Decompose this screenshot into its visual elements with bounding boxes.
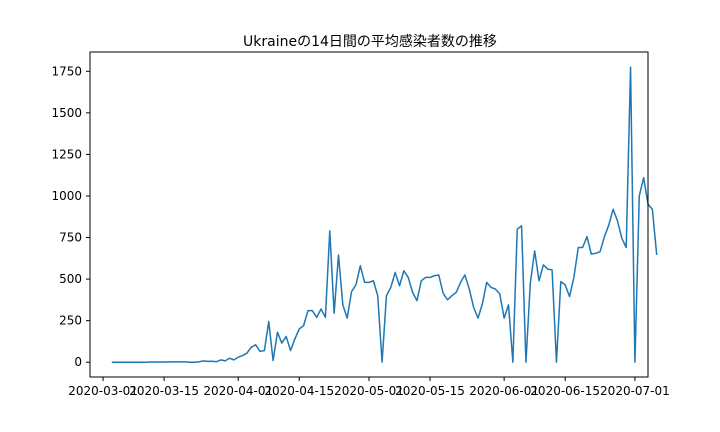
x-tick-label: 2020-07-01 bbox=[600, 384, 670, 398]
plot-frame bbox=[89, 51, 649, 378]
y-tick-label: 750 bbox=[59, 231, 82, 245]
y-tick-label: 1250 bbox=[51, 147, 82, 161]
y-tick-label: 250 bbox=[59, 314, 82, 328]
plot-area bbox=[111, 66, 658, 363]
y-tick-label: 500 bbox=[59, 272, 82, 286]
y-tick-label: 0 bbox=[74, 355, 82, 369]
y-tick-label: 1500 bbox=[51, 106, 82, 120]
y-tick-label: 1000 bbox=[51, 189, 82, 203]
x-tick-label: 2020-06-01 bbox=[469, 384, 539, 398]
x-tick-label: 2020-04-15 bbox=[264, 384, 334, 398]
x-tick-label: 2020-05-01 bbox=[334, 384, 404, 398]
x-tick-label: 2020-05-15 bbox=[395, 384, 465, 398]
x-tick-label: 2020-03-15 bbox=[129, 384, 199, 398]
x-tick-label: 2020-06-15 bbox=[530, 384, 600, 398]
chart-title: Ukraineの14日間の平均感染者数の推移 bbox=[243, 33, 497, 50]
y-tick-label: 1750 bbox=[51, 64, 82, 78]
x-tick-label: 2020-03-01 bbox=[68, 384, 138, 398]
x-tick-label: 2020-04-01 bbox=[203, 384, 273, 398]
series-line bbox=[111, 66, 658, 363]
y-axis: 0 250 500 750 1000 1250 1500 1750 bbox=[51, 64, 90, 369]
